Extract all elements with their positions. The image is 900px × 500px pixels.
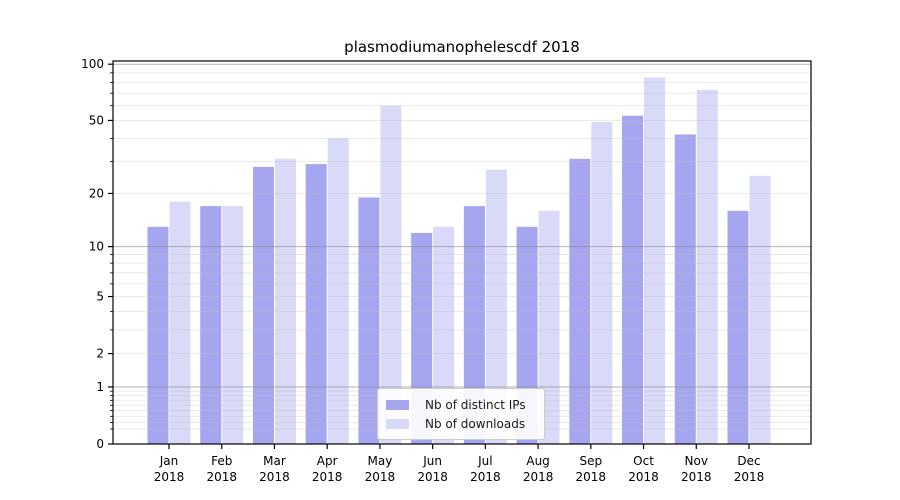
plot-frame [112, 60, 812, 445]
x-tick-label-year: 2018 [154, 470, 185, 484]
x-tick-label-month: Mar [263, 454, 286, 468]
y-tick-label: 5 [96, 290, 104, 304]
bar [380, 105, 402, 444]
bar [274, 158, 296, 444]
bar [591, 122, 613, 444]
bar [485, 169, 507, 444]
bar [727, 210, 749, 444]
x-tick-label-year: 2018 [417, 470, 448, 484]
x-tick-label-year: 2018 [576, 470, 607, 484]
x-tick-label-year: 2018 [206, 470, 237, 484]
y-tick-label: 1 [96, 380, 104, 394]
x-tick-label-month: Nov [685, 454, 708, 468]
x-tick-label-month: Jan [159, 454, 179, 468]
bar [147, 226, 169, 444]
bar [538, 210, 560, 444]
y-tick-label: 10 [89, 240, 104, 254]
x-tick-label-year: 2018 [470, 470, 501, 484]
legend-swatch-downloads-icon [386, 418, 409, 429]
x-tick-label-month: Jul [477, 454, 492, 468]
legend-swatch-distinct-ips-icon [386, 399, 409, 410]
x-tick-label-month: Jun [422, 454, 442, 468]
y-tick-label: 2 [96, 347, 104, 361]
bar [644, 77, 666, 445]
bar [358, 197, 380, 444]
y-tick-label: 100 [81, 57, 104, 71]
bar [674, 134, 696, 444]
bar [569, 158, 591, 444]
x-tick-label-month: Aug [526, 454, 549, 468]
legend-item-distinct-ips: Nb of distinct IPs [386, 395, 536, 414]
bar [169, 201, 191, 444]
legend: Nb of distinct IPs Nb of downloads [377, 388, 545, 440]
x-tick-label-year: 2018 [523, 470, 554, 484]
y-tick-label: 50 [89, 113, 104, 127]
x-tick-label-month: Oct [633, 454, 654, 468]
y-tick-label: 20 [89, 186, 104, 200]
x-tick-label-year: 2018 [628, 470, 659, 484]
chart-title: plasmodiumanophelescdf 2018 [344, 38, 580, 56]
x-tick-label-year: 2018 [259, 470, 290, 484]
x-tick-label-year: 2018 [734, 470, 765, 484]
bar [696, 89, 718, 445]
bar [222, 206, 244, 444]
x-tick-label-month: Sep [580, 454, 603, 468]
x-tick-label-month: Apr [317, 454, 338, 468]
legend-label-distinct-ips: Nb of distinct IPs [425, 397, 526, 412]
x-tick-label-month: May [368, 454, 393, 468]
x-tick-label-year: 2018 [312, 470, 343, 484]
x-tick-label-year: 2018 [365, 470, 396, 484]
bar [327, 138, 349, 445]
bar [622, 115, 644, 445]
x-tick-label-month: Dec [737, 454, 760, 468]
bar [749, 175, 771, 445]
bar [463, 206, 485, 444]
x-tick-label-year: 2018 [681, 470, 712, 484]
legend-item-downloads: Nb of downloads [386, 414, 536, 433]
y-tick-label: 0 [96, 437, 104, 451]
bar [200, 206, 222, 444]
bar [305, 164, 327, 445]
x-tick-label-month: Feb [211, 454, 232, 468]
bar [252, 166, 274, 444]
legend-label-downloads: Nb of downloads [425, 416, 526, 431]
